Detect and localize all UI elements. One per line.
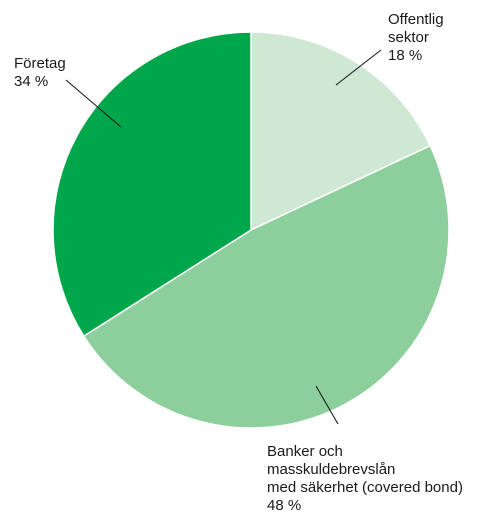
slice-value-label: 18 % — [388, 47, 422, 64]
pie-slice-2 — [82, 144, 450, 429]
slice-value-label: 48 % — [267, 497, 301, 514]
slice-category-label: Företag — [14, 55, 66, 72]
pie-slice-1 — [250, 31, 432, 232]
pie-slice-3 — [52, 31, 252, 338]
slice-labels: Offentlig sektor 18 % Banker och masskuldebr… — [14, 11, 463, 514]
slice-category-label: Offentlig — [388, 11, 444, 28]
leader-line-1 — [335, 49, 382, 86]
slice-category-label: med säkerhet (covered bond) — [267, 479, 463, 496]
slice-label-2: Banker och masskuldebrevslån med säkerhet … — [267, 443, 463, 514]
leader-line-3 — [65, 79, 122, 128]
slice-label-3: Företag 34 % — [14, 55, 66, 90]
slice-category-label: masskuldebrevslån — [267, 461, 395, 478]
slice-category-label: Banker och — [267, 443, 343, 460]
leader-line-2 — [315, 385, 339, 425]
leader-lines — [65, 49, 382, 425]
pie-slices — [52, 31, 450, 429]
slice-value-label: 34 % — [14, 73, 48, 90]
slice-category-label: sektor — [388, 29, 429, 46]
slice-label-1: Offentlig sektor 18 % — [388, 11, 444, 64]
